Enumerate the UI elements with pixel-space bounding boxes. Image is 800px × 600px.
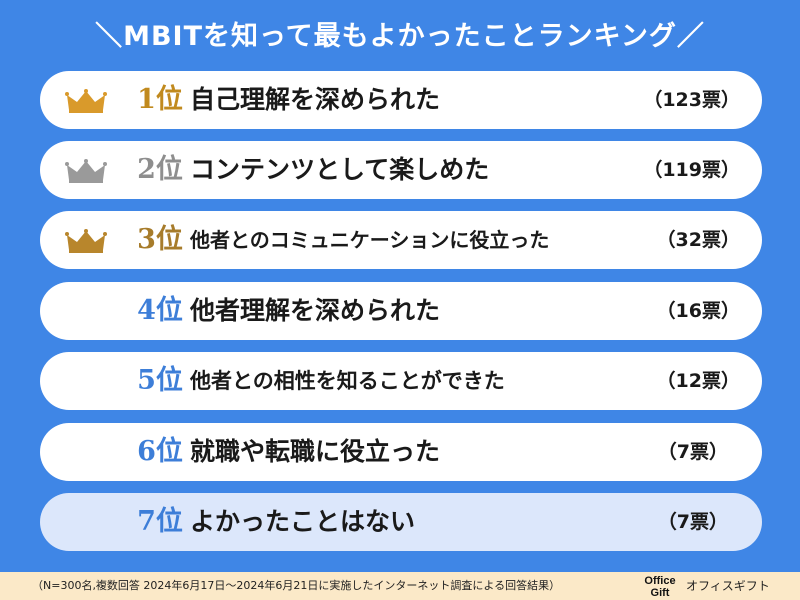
answer-label: 他者との相性を知ることができた <box>190 369 505 393</box>
rank-number: 2位 <box>137 154 183 185</box>
ranking-row-4: 4位 他者理解を深められた （16票） <box>40 282 762 340</box>
ranking-title: ＼MBITを知って最もよかったことランキング／ <box>95 21 705 52</box>
ranking-row-1: 1位 自己理解を深められた （123票） <box>40 71 762 129</box>
ranking-row-5: 5位 他者との相性を知ることができた （12票） <box>40 352 762 410</box>
answer-label: 他者理解を深められた <box>190 296 441 325</box>
rank-number: 1位 <box>137 84 183 115</box>
ranking-row-7: 7位 よかったことはない （7票） <box>40 493 762 551</box>
rank-number: 5位 <box>137 365 183 396</box>
answer-label: よかったことはない <box>190 507 416 536</box>
vote-count: （16票） <box>656 300 740 322</box>
ranking-row-2: 2位 コンテンツとして楽しめた （119票） <box>40 141 762 199</box>
gold-crown-icon <box>65 89 107 113</box>
answer-label: 自己理解を深められた <box>190 85 441 114</box>
footer-bar: （N=300名,複数回答 2024年6月17日〜2024年6月21日に実施したイ… <box>0 572 800 600</box>
office-gift-logo: Office Gift <box>644 575 675 599</box>
bronze-crown-icon <box>65 229 107 253</box>
logo-line-1: Office <box>644 575 675 587</box>
vote-count: （32票） <box>656 229 740 251</box>
logo-line-2: Gift <box>651 587 670 599</box>
brand-name: オフィスギフト <box>686 579 770 593</box>
rank-number: 7位 <box>137 506 183 537</box>
vote-count: （123票） <box>643 89 740 111</box>
ranking-row-3: 3位 他者とのコミュニケーションに役立った （32票） <box>40 211 762 269</box>
answer-label: コンテンツとして楽しめた <box>190 155 490 184</box>
answer-label: 他者とのコミュニケーションに役立った <box>190 228 550 252</box>
survey-footnote: （N=300名,複数回答 2024年6月17日〜2024年6月21日に実施したイ… <box>32 579 561 592</box>
answer-label: 就職や転職に役立った <box>190 437 441 466</box>
silver-crown-icon <box>65 159 107 183</box>
vote-count: （7票） <box>657 441 728 463</box>
ranking-row-6: 6位 就職や転職に役立った （7票） <box>40 423 762 481</box>
rank-number: 6位 <box>137 436 183 467</box>
vote-count: （7票） <box>657 511 728 533</box>
rank-number: 4位 <box>137 295 183 326</box>
vote-count: （119票） <box>643 159 740 181</box>
vote-count: （12票） <box>656 370 740 392</box>
rank-number: 3位 <box>137 224 183 255</box>
